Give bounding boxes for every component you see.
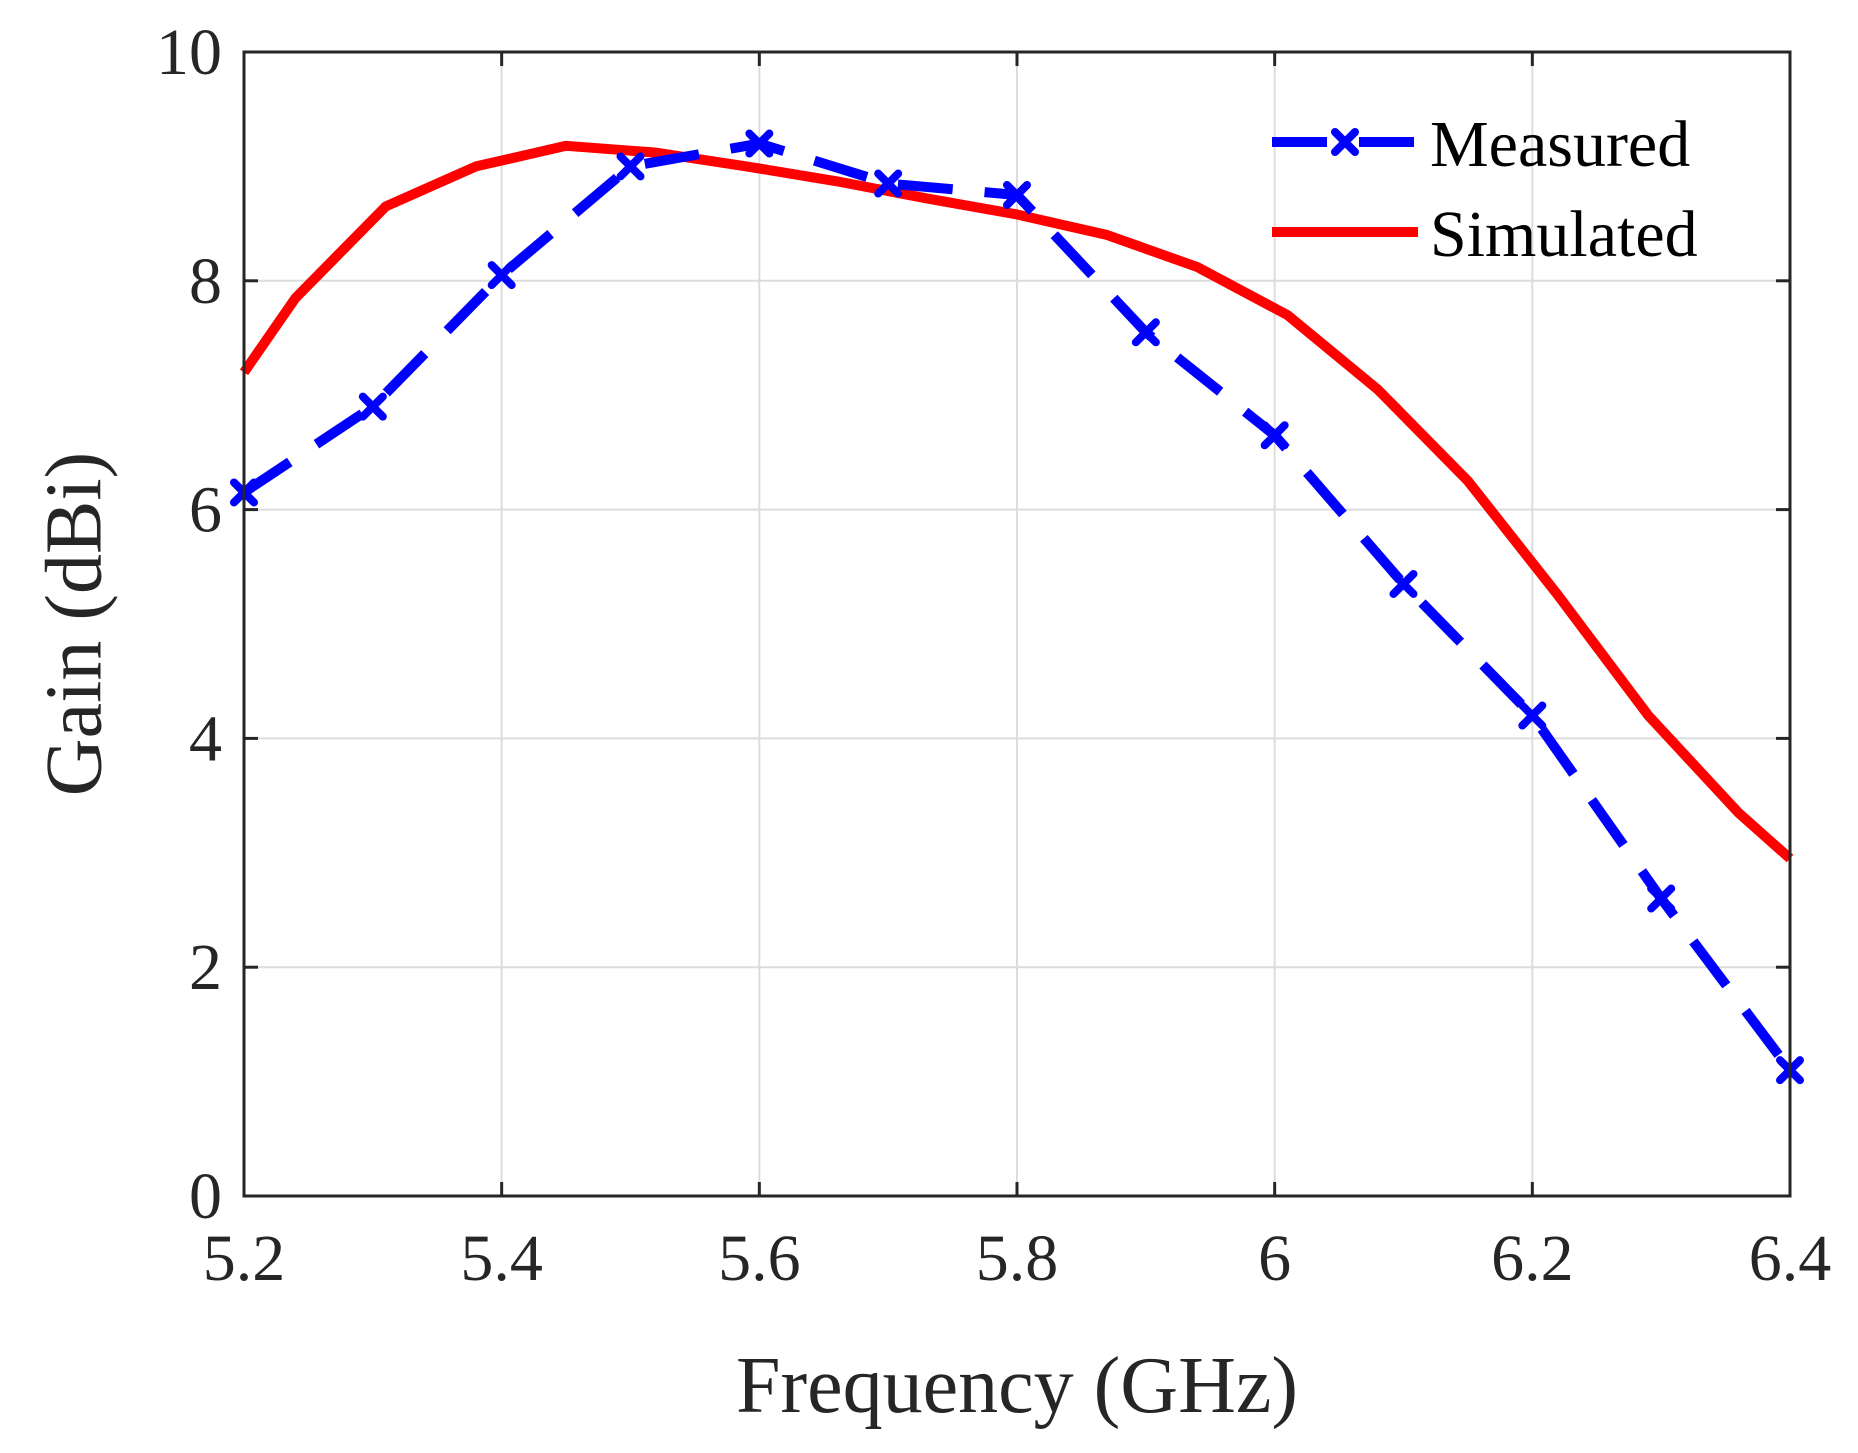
y-tick-label: 0: [189, 1160, 222, 1233]
y-tick-label: 2: [189, 931, 222, 1004]
data-point-measured: [1131, 318, 1160, 347]
data-point-measured: [1518, 701, 1547, 730]
legend-label-simulated: Simulated: [1430, 198, 1698, 271]
y-tick-label: 8: [189, 245, 222, 318]
data-point-measured: [1389, 569, 1418, 598]
x-axis-label: Frequency (GHz): [736, 1342, 1298, 1430]
data-point-measured: [616, 152, 645, 181]
x-tick-label: 5.6: [718, 1222, 801, 1295]
legend: Measured Simulated: [1272, 108, 1698, 271]
x-tick-label: 6.2: [1491, 1222, 1574, 1295]
y-axis-label: Gain (dBi): [30, 452, 118, 796]
y-tick-label: 4: [189, 702, 222, 775]
legend-marker-measured: [1331, 128, 1359, 156]
x-tick-label: 5.8: [976, 1222, 1059, 1295]
data-point-measured: [745, 129, 774, 158]
data-point-measured: [1003, 181, 1031, 209]
grid: [244, 52, 1790, 1196]
y-tick-label: 10: [156, 16, 222, 89]
data-point-measured: [358, 392, 387, 421]
series-line-simulated: [239, 140, 1794, 863]
ticks: 5.2 5.4 5.6 5.8 6 6.2 6.4 0 2 4 6 8 10: [156, 16, 1831, 1295]
data-point-measured: [1647, 884, 1676, 913]
x-tick-label: 5.2: [203, 1222, 286, 1295]
y-tick-label: 6: [189, 474, 222, 547]
x-tick-label: 6: [1258, 1222, 1291, 1295]
data-point-measured: [487, 261, 516, 290]
data-point-measured: [1260, 421, 1289, 450]
x-tick-label: 5.4: [460, 1222, 543, 1295]
data-point-measured: [874, 169, 903, 198]
x-tick-label: 6.4: [1749, 1222, 1832, 1295]
legend-label-measured: Measured: [1430, 108, 1690, 181]
